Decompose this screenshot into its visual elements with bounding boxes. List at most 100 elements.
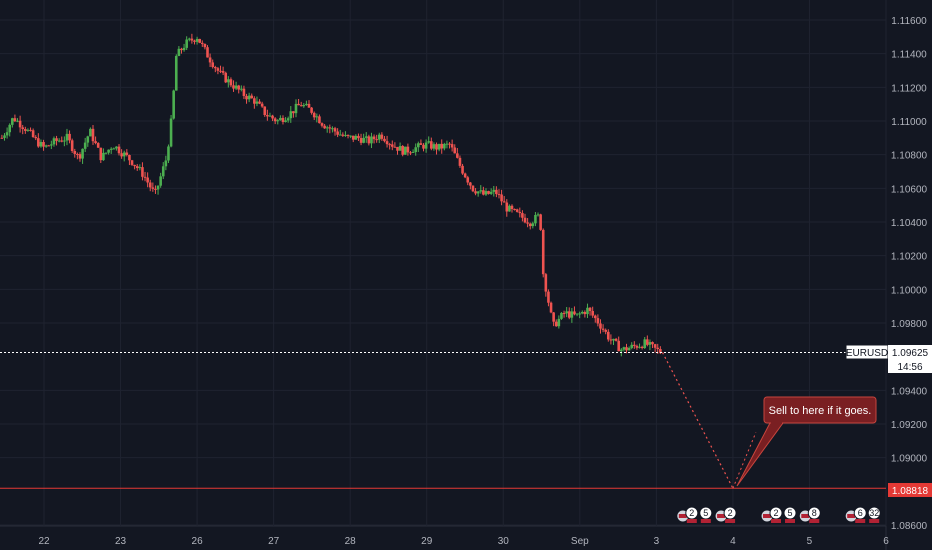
candle-body — [552, 312, 555, 322]
time-tick-label: 28 — [345, 536, 357, 547]
price-axis[interactable]: 1.11600 1.11400 1.11200 1.11000 1.10800 1.106… — [891, 16, 928, 532]
target-price-label: 1.08818 — [888, 483, 932, 497]
candle-body — [250, 95, 254, 99]
candle-body — [156, 185, 160, 190]
candle-body — [541, 229, 545, 275]
target-price-box — [888, 483, 932, 497]
candle-body — [60, 140, 64, 142]
candle-body — [659, 348, 662, 353]
candle-body — [370, 136, 373, 144]
candle-body — [443, 143, 446, 149]
flag-stripe-icon — [678, 514, 687, 518]
candle-body — [635, 345, 639, 348]
flag-stripe-icon — [809, 519, 820, 523]
candle-body — [266, 114, 269, 117]
candle-body — [125, 152, 129, 155]
candle-body — [466, 177, 470, 183]
candle-body — [437, 143, 441, 150]
candle-body — [656, 347, 660, 349]
candle-body — [214, 67, 217, 69]
price-tick-label: 1.11000 — [891, 117, 927, 128]
candle-body — [242, 88, 246, 96]
candle-body — [403, 146, 407, 155]
annotation-callout[interactable]: Sell to here if it goes. — [736, 396, 877, 487]
candle-body — [409, 152, 412, 154]
candle-body — [104, 152, 108, 154]
candle-body — [601, 328, 605, 330]
candle-body — [357, 135, 360, 139]
flag-stripe-icon — [869, 519, 880, 523]
candle-body — [55, 138, 58, 141]
candle-body — [620, 349, 623, 352]
candle-body — [195, 38, 199, 42]
candle-body — [281, 117, 285, 122]
candle-body — [489, 191, 493, 194]
candle-body — [255, 101, 259, 104]
event-count-label: 2 — [689, 508, 694, 518]
candle-body — [284, 120, 287, 122]
candle-body — [73, 150, 77, 154]
candle-body — [469, 182, 472, 186]
candle-body — [609, 339, 613, 341]
chart-overlays — [0, 351, 886, 489]
candle-body — [115, 146, 118, 149]
candle-body — [112, 148, 116, 150]
time-tick-label: 29 — [421, 536, 433, 547]
candle-body — [362, 137, 365, 143]
candle-body — [47, 145, 51, 147]
candle-body — [372, 136, 376, 140]
candle-body — [385, 141, 389, 145]
last-price-box — [888, 345, 932, 359]
candle-body — [289, 111, 293, 119]
candle-body — [211, 62, 215, 68]
candle-body — [474, 191, 477, 194]
time-axis[interactable]: 22 23 26 27 28 29 30 Sep 3 4 5 6 — [38, 536, 889, 547]
candle-body — [76, 153, 79, 155]
candle-body — [86, 136, 90, 143]
candle-body — [476, 191, 480, 194]
candle-body — [359, 138, 363, 143]
event-count-label: 6 — [858, 508, 863, 518]
economic-events[interactable]: 2 5 2 2 5 8 6 32 — [676, 506, 881, 523]
candle-body — [419, 143, 423, 145]
candle-body — [253, 98, 256, 104]
candle-body — [562, 312, 566, 314]
candle-body — [70, 140, 74, 151]
candle-body — [279, 117, 282, 121]
candle-body — [237, 85, 241, 90]
event-group[interactable]: 2 — [714, 506, 737, 523]
forecast-pointer-line — [732, 432, 757, 489]
event-group[interactable]: 6 32 — [844, 506, 881, 523]
candle-body — [612, 338, 615, 341]
candle-body — [325, 127, 329, 129]
candle-body — [128, 154, 131, 161]
candle-body — [390, 144, 394, 147]
time-tick-label: 26 — [192, 536, 204, 547]
candle-body — [515, 209, 519, 212]
candle-body — [570, 311, 574, 318]
candle-body — [630, 344, 634, 348]
candle-body — [78, 154, 82, 159]
candle-body — [380, 134, 384, 139]
candle-body — [247, 95, 251, 100]
candle-body — [37, 138, 40, 147]
candle-body — [99, 147, 103, 161]
price-tick-label: 1.10000 — [891, 285, 928, 296]
candle-body — [328, 127, 332, 129]
candle-body — [263, 106, 267, 115]
candle-body — [39, 142, 43, 147]
candle-body — [456, 153, 459, 158]
event-group[interactable]: 8 — [798, 506, 821, 523]
flag-stripe-icon — [785, 519, 796, 523]
time-tick-label: 5 — [807, 536, 813, 547]
event-count-label: 2 — [774, 508, 779, 518]
candle-body — [294, 103, 298, 114]
candle-body — [164, 160, 168, 167]
flag-stripe-icon — [855, 519, 866, 523]
candle-body — [521, 213, 524, 218]
candle-body — [83, 142, 87, 149]
candle-body — [536, 214, 540, 216]
